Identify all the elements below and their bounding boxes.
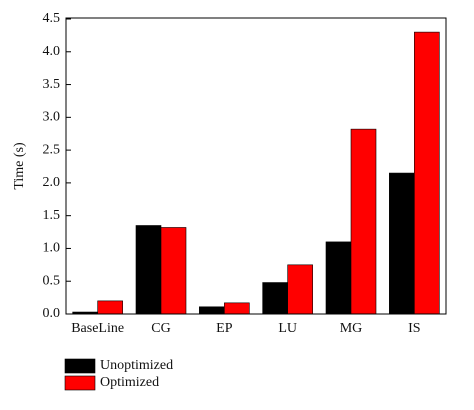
bar — [97, 300, 123, 315]
y-axis-label: Time (s) — [12, 142, 27, 190]
x-tick-label: MG — [340, 321, 363, 336]
y-tick-label: 0.5 — [43, 273, 61, 288]
legend-label: Optimized — [100, 375, 159, 390]
x-tick-label: CG — [151, 321, 170, 336]
bar — [414, 31, 440, 315]
bar — [160, 227, 187, 315]
bar — [262, 282, 288, 315]
bar — [135, 225, 162, 315]
x-tick-label: LU — [278, 321, 297, 336]
bar — [199, 306, 225, 315]
x-tick-label: IS — [408, 321, 420, 336]
legend-swatch — [64, 375, 96, 391]
y-tick-label: 1.0 — [43, 241, 61, 256]
bar — [389, 172, 415, 315]
legend-label: Unoptimized — [100, 358, 173, 373]
bar — [287, 264, 313, 315]
y-tick-label: 1.5 — [43, 208, 61, 223]
plot-frame — [65, 17, 447, 315]
legend-swatch — [64, 358, 96, 374]
y-tick-label: 0.0 — [43, 306, 61, 321]
x-tick-label: EP — [216, 321, 233, 336]
y-tick-label: 2.5 — [43, 142, 61, 157]
y-tick-label: 3.0 — [43, 110, 61, 125]
y-tick-label: 4.0 — [43, 44, 61, 59]
bar — [325, 241, 352, 315]
x-tick-label: BaseLine — [71, 321, 124, 336]
bar — [350, 128, 377, 315]
y-tick-label: 2.0 — [43, 175, 61, 190]
y-tick-label: 4.5 — [43, 11, 61, 26]
y-tick-label: 3.5 — [43, 77, 61, 92]
bar — [224, 302, 250, 315]
